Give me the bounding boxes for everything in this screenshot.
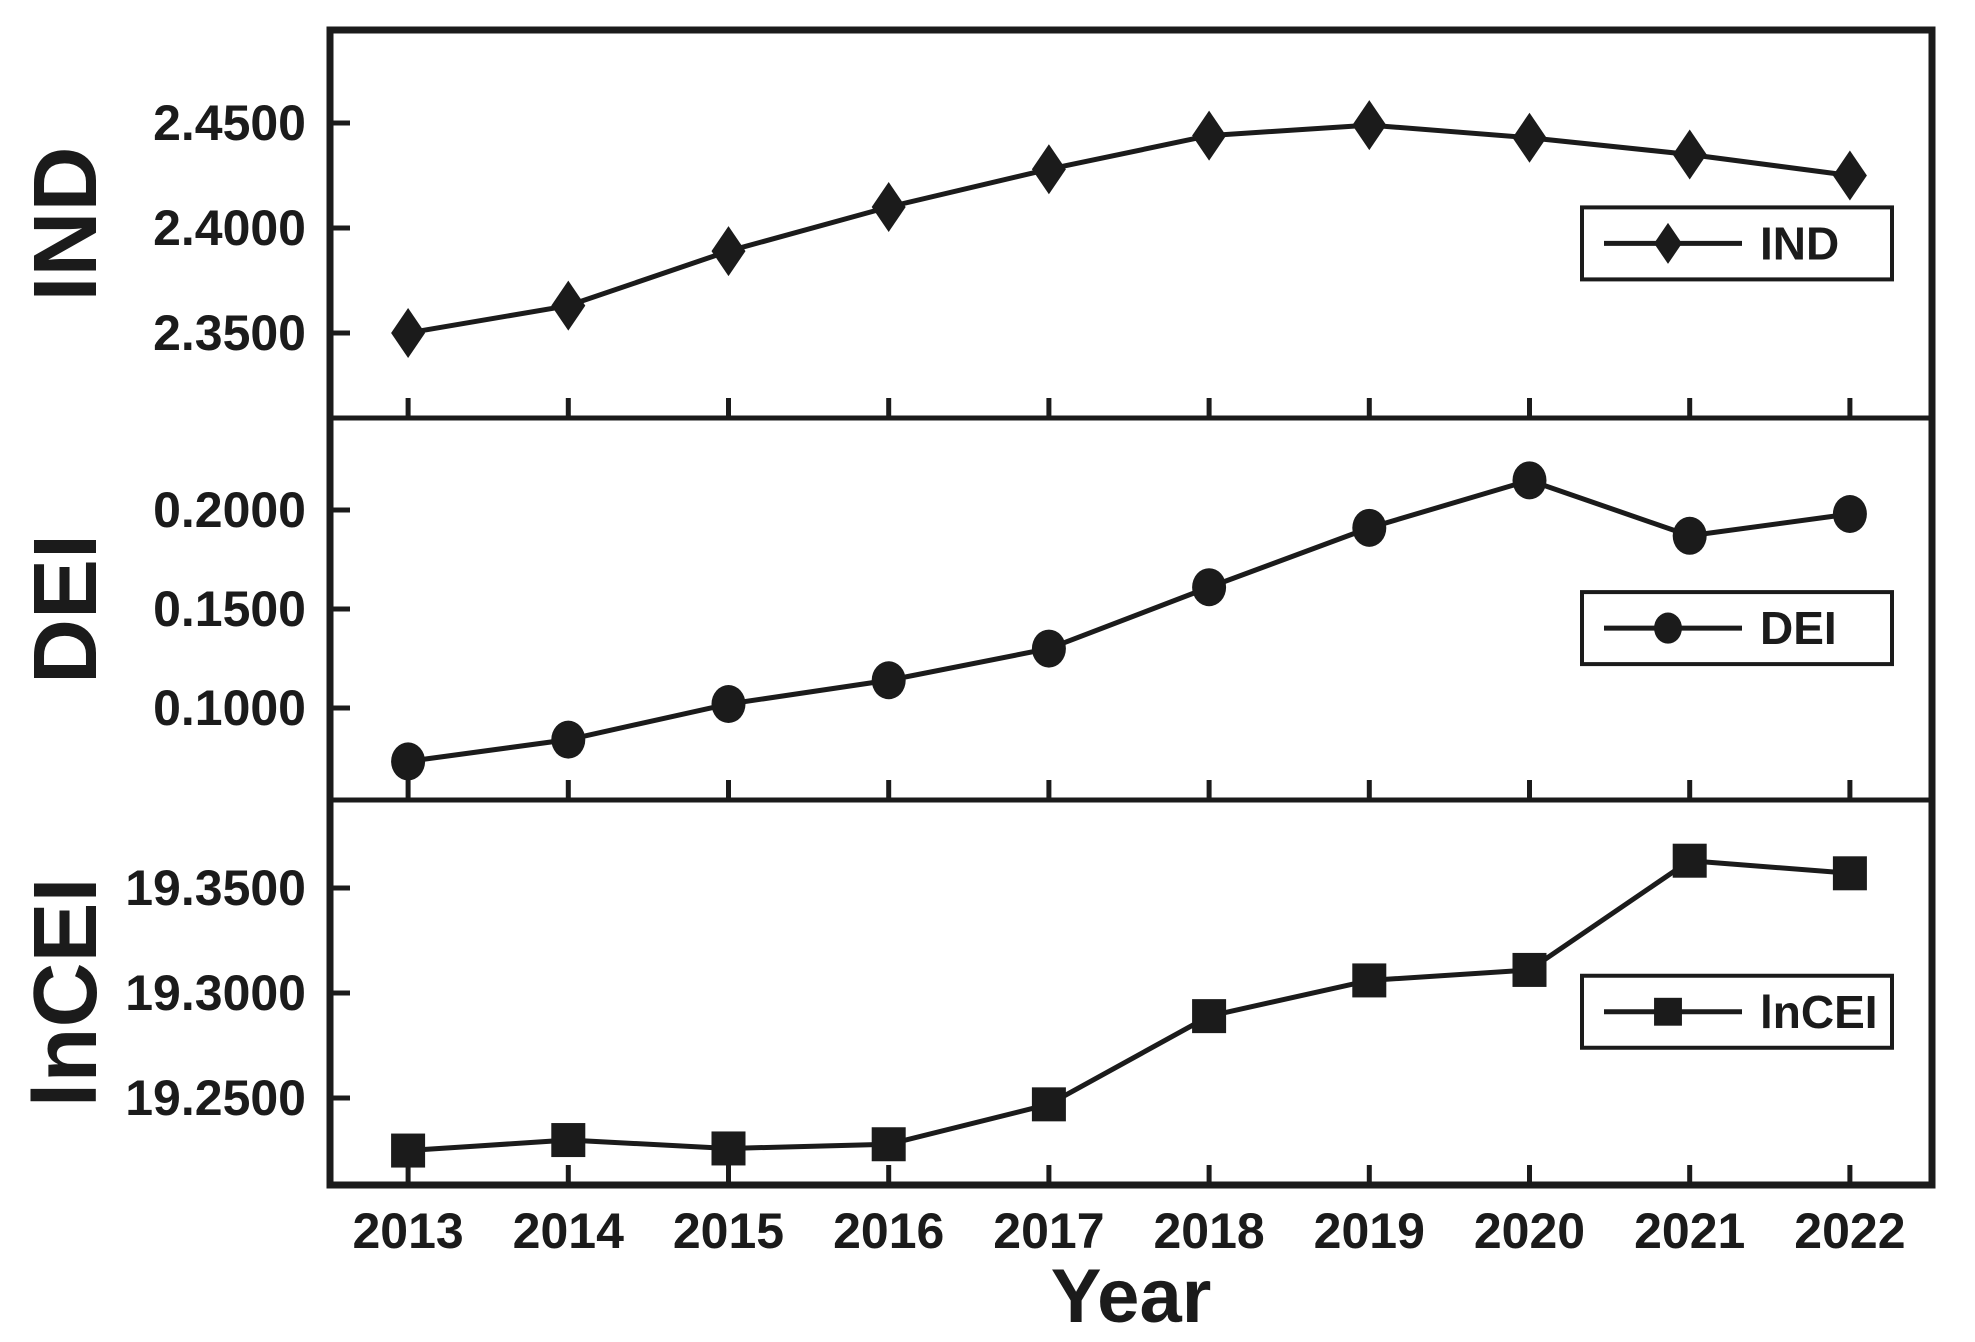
diamond-marker xyxy=(1352,100,1387,151)
x-tick-label: 2018 xyxy=(1153,1203,1264,1259)
diamond-marker xyxy=(1654,222,1682,264)
panel-DEI: 0.1000 0.1500 0.2000 DEI DEI xyxy=(16,461,1894,800)
circle-marker xyxy=(1672,516,1707,555)
circle-marker xyxy=(1031,629,1066,668)
circle-marker xyxy=(1832,494,1867,533)
y-tick-label: 19.3500 xyxy=(125,860,306,916)
x-tick-label: 2022 xyxy=(1794,1203,1905,1259)
circle-marker xyxy=(1352,508,1387,547)
square-marker xyxy=(391,1133,426,1168)
y-tick-label: 2.4500 xyxy=(153,95,306,151)
legend-label-lnCEI: lnCEI xyxy=(1760,986,1878,1038)
square-marker xyxy=(1352,963,1387,998)
diamond-marker xyxy=(1512,112,1547,163)
legend-label-DEI: DEI xyxy=(1760,602,1837,654)
square-marker xyxy=(1192,999,1227,1034)
square-marker xyxy=(1031,1087,1066,1122)
x-tick-label: 2021 xyxy=(1634,1203,1745,1259)
square-marker xyxy=(1832,856,1867,891)
series-line-IND xyxy=(407,122,1851,336)
y-tick-label: 0.1500 xyxy=(153,581,306,637)
legend-label-IND: IND xyxy=(1760,217,1839,269)
x-axis-title: Year xyxy=(1051,1254,1212,1339)
x-tick-label: 2020 xyxy=(1474,1203,1585,1259)
panel-IND: 2.3500 2.4000 2.4500 IND IND xyxy=(16,95,1894,418)
y-tick-label: 19.2500 xyxy=(125,1070,306,1126)
y-tick-label: 0.2000 xyxy=(153,482,306,538)
y-axis-title-lnCEI: lnCEI xyxy=(16,877,116,1107)
y-axis-title-DEI: DEI xyxy=(16,534,116,684)
circle-marker xyxy=(1512,461,1547,500)
square-marker xyxy=(871,1127,906,1162)
y-tick-label: 2.3500 xyxy=(153,305,306,361)
diamond-marker xyxy=(711,226,746,277)
square-marker xyxy=(711,1131,746,1166)
circle-marker xyxy=(1654,612,1682,644)
y-tick-label: 0.1000 xyxy=(153,680,306,736)
diamond-marker xyxy=(1031,144,1066,195)
circle-marker xyxy=(1192,568,1227,607)
y-tick-label: 19.3000 xyxy=(125,965,306,1021)
circle-marker xyxy=(391,742,426,781)
x-tick-label: 2017 xyxy=(993,1203,1104,1259)
square-marker xyxy=(1654,997,1682,1026)
square-marker xyxy=(1672,843,1707,878)
x-tick-label: 2019 xyxy=(1314,1203,1425,1259)
diamond-marker xyxy=(1832,150,1867,201)
series-line-lnCEI xyxy=(407,858,1851,1154)
circle-marker xyxy=(551,720,586,759)
diamond-marker xyxy=(871,181,906,232)
y-tick-label: 2.4000 xyxy=(153,200,306,256)
diamond-marker xyxy=(1192,110,1227,161)
diamond-marker xyxy=(391,307,426,358)
circle-marker xyxy=(871,661,906,700)
square-marker xyxy=(551,1123,586,1158)
x-tick-label: 2013 xyxy=(352,1203,463,1259)
x-tick-label: 2015 xyxy=(673,1203,784,1259)
x-tick-label: 2014 xyxy=(513,1203,624,1259)
diamond-marker xyxy=(551,280,586,331)
series-line-DEI xyxy=(407,477,1851,764)
y-axis-title-IND: IND xyxy=(16,147,116,302)
diamond-marker xyxy=(1672,129,1707,180)
circle-marker xyxy=(711,685,746,724)
square-marker xyxy=(1512,952,1547,987)
x-tick-label: 2016 xyxy=(833,1203,944,1259)
plot-frame xyxy=(326,26,1936,1189)
